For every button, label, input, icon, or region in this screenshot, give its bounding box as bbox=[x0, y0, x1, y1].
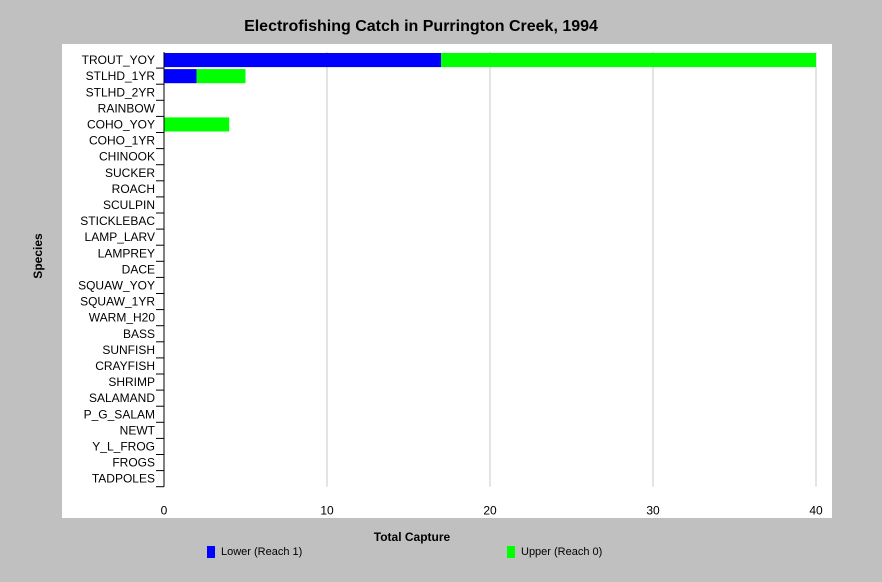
chart-svg: TROUT_YOY STLHD_1YR STLHD_2YR RAINBOW COHO_Y… bbox=[78, 52, 823, 518]
y-tick-label-p-g-salam: P_G_SALAM bbox=[84, 407, 155, 421]
y-tick-label-chinook: CHINOOK bbox=[99, 150, 155, 164]
x-tick-label-0: 0 bbox=[161, 504, 168, 518]
y-tick-label-squaw-1yr: SQUAW_1YR bbox=[80, 295, 155, 309]
legend-item-upper: Upper (Reach 0) bbox=[507, 546, 602, 558]
y-axis-label: Species bbox=[31, 233, 45, 279]
y-tick-label-stlhd-1yr: STLHD_1YR bbox=[86, 69, 156, 83]
y-tick-label-bass: BASS bbox=[123, 327, 155, 341]
y-tick-label-tadpoles: TADPOLES bbox=[92, 472, 155, 486]
y-tick-label-y-l-frog: Y_L_FROG bbox=[92, 439, 155, 453]
x-tick-label-40: 40 bbox=[809, 504, 823, 518]
y-tick-label-coho-yoy: COHO_YOY bbox=[87, 117, 155, 131]
bar-coho-yoy-series-1 bbox=[164, 117, 230, 132]
y-tick-label-rainbow: RAINBOW bbox=[98, 101, 156, 115]
legend-label-upper: Upper (Reach 0) bbox=[521, 546, 603, 558]
y-tick-label-frogs: FROGS bbox=[112, 456, 155, 470]
y-tick-label-shrimp: SHRIMP bbox=[108, 375, 155, 389]
y-tick-label-sticklebac: STICKLEBAC bbox=[80, 214, 155, 228]
legend-swatch-lower bbox=[207, 546, 215, 558]
y-tick-label-squaw-yoy: SQUAW_YOY bbox=[78, 278, 155, 292]
plot-panel: TROUT_YOY STLHD_1YR STLHD_2YR RAINBOW COHO_Y… bbox=[62, 44, 832, 518]
y-tick-label-sucker: SUCKER bbox=[105, 166, 155, 180]
y-tick-label-trout-yoy: TROUT_YOY bbox=[82, 53, 155, 67]
x-tick-label-30: 30 bbox=[646, 504, 660, 518]
x-axis-label: Total Capture bbox=[373, 530, 451, 544]
y-tick-label-dace: DACE bbox=[122, 262, 155, 276]
y-tick-label-sculpin: SCULPIN bbox=[103, 198, 155, 212]
x-tick-label-20: 20 bbox=[483, 504, 497, 518]
bar-trout-yoy-series-1 bbox=[441, 53, 816, 68]
x-tick-label-10: 10 bbox=[320, 504, 334, 518]
y-tick-label-coho-1yr: COHO_1YR bbox=[89, 134, 155, 148]
y-tick-label-warm-h20: WARM_H20 bbox=[89, 311, 156, 325]
y-tick-label-stlhd-2yr: STLHD_2YR bbox=[86, 85, 156, 99]
legend-label-lower: Lower (Reach 1) bbox=[221, 546, 303, 558]
y-tick-label-lamprey: LAMPREY bbox=[98, 246, 155, 260]
y-tick-label-salamand: SALAMAND bbox=[89, 391, 155, 405]
y-tick-label-lamp-larv: LAMP_LARV bbox=[85, 230, 155, 244]
legend-swatch-upper bbox=[507, 546, 515, 558]
y-tick-label-crayfish: CRAYFISH bbox=[95, 359, 155, 373]
bar-stlhd-1yr-series-1 bbox=[196, 69, 246, 84]
legend-item-lower: Lower (Reach 1) bbox=[207, 546, 302, 558]
y-tick-label-roach: ROACH bbox=[112, 182, 155, 196]
bar-stlhd-1yr-series-0 bbox=[164, 69, 197, 84]
y-tick-label-newt: NEWT bbox=[120, 423, 156, 437]
bar-trout-yoy-series-0 bbox=[164, 53, 442, 68]
y-tick-label-sunfish: SUNFISH bbox=[102, 343, 155, 357]
chart-title: Electrofishing Catch in Purrington Creek… bbox=[244, 18, 598, 35]
